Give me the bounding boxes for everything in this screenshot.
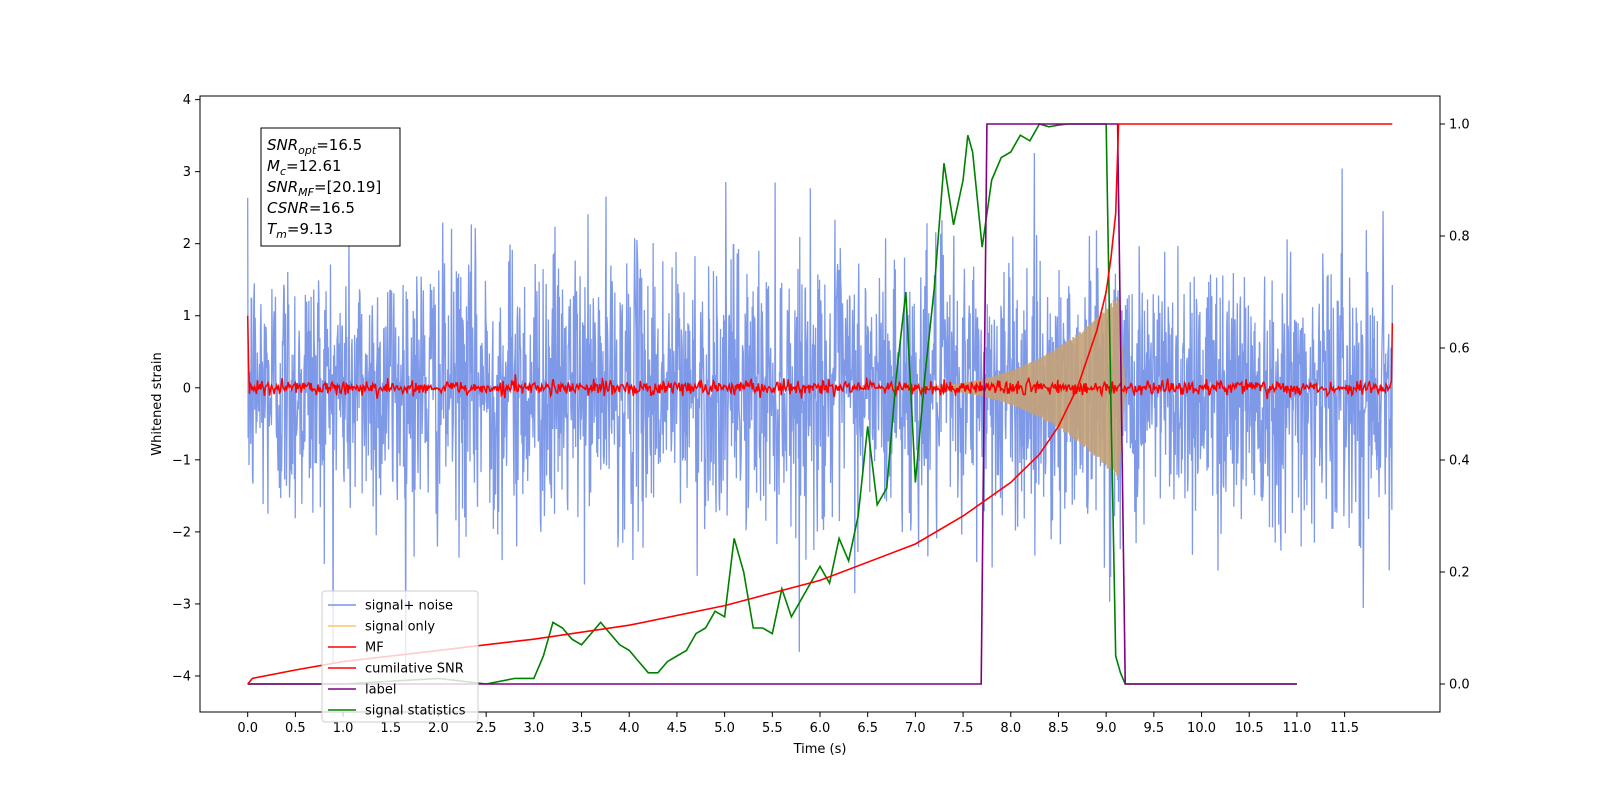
series-mf-line <box>246 315 1394 400</box>
annotation-line: SNRopt=16.5 <box>267 136 362 157</box>
annotation-line: Tm=9.13 <box>267 220 333 241</box>
annotation-frame <box>260 127 401 247</box>
y-tick-label: 4 <box>183 93 191 108</box>
legend-label: cumilative SNR <box>365 662 464 677</box>
x-tick-label: 11.5 <box>1330 721 1359 736</box>
legend-label: signal only <box>365 620 435 635</box>
y-axis-label: Whitened strain <box>150 352 165 455</box>
legend-label: label <box>365 683 396 698</box>
x-tick-label: 9.5 <box>1144 721 1165 736</box>
x-tick-label: 0.5 <box>285 721 306 736</box>
y-axis-left: 4 3 2 1 0 −1 −2 −3 −4 <box>172 93 200 684</box>
x-tick-label: 2.5 <box>476 721 497 736</box>
x-tick-label: 10.5 <box>1235 721 1264 736</box>
legend: signal+ noise signal only MF cumilative SNR… <box>321 590 479 723</box>
x-axis-label: Time (s) <box>793 742 847 757</box>
legend-label: signal statistics <box>365 704 466 719</box>
x-tick-label: 10.0 <box>1187 721 1216 736</box>
x-tick-label: 4.0 <box>619 721 640 736</box>
x-tick-label: 1.0 <box>333 721 354 736</box>
y-tick-label: −1 <box>172 453 191 468</box>
y-tick-label: 1 <box>183 309 191 324</box>
y-tick-label: 2 <box>183 237 191 252</box>
y-tick-label: 3 <box>183 165 191 180</box>
x-tick-label: 3.5 <box>571 721 592 736</box>
x-tick-label: 4.5 <box>667 721 688 736</box>
y-tick-label: −3 <box>172 597 191 612</box>
x-tick-label: 0.0 <box>237 721 258 736</box>
series-signal-statistics-line <box>247 123 1297 685</box>
x-tick-label: 7.5 <box>953 721 974 736</box>
annotation-line: Mc=12.61 <box>267 157 342 178</box>
annotation-line: CSNR=16.5 <box>267 199 355 217</box>
series-label-line <box>247 123 1297 685</box>
legend-label: MF <box>365 641 384 656</box>
x-tick-label: 7.0 <box>905 721 926 736</box>
y-axis-right: 1.0 0.8 0.6 0.4 0.2 0.0 <box>1440 118 1470 693</box>
annotation-box: SNRopt=16.5Mc=12.61SNRMF=[20.19]CSNR=16.… <box>260 127 401 247</box>
legend-label: signal+ noise <box>365 599 453 614</box>
x-tick-label: 11.0 <box>1282 721 1311 736</box>
y-tick-label: 0 <box>183 381 191 396</box>
x-tick-label: 8.0 <box>1000 721 1021 736</box>
x-tick-label: 5.0 <box>714 721 735 736</box>
x-axis: 0.0 0.5 1.0 1.5 2.0 2.5 3.0 3.5 4.0 4.5 5.0 5.5 6.0 6… <box>237 712 1359 736</box>
x-tick-label: 8.5 <box>1048 721 1069 736</box>
x-tick-label: 6.5 <box>857 721 878 736</box>
x-tick-label: 1.5 <box>380 721 401 736</box>
y-right-tick-label: 0.8 <box>1449 230 1470 245</box>
plot-area <box>246 123 1394 685</box>
x-tick-label: 6.0 <box>810 721 831 736</box>
x-tick-label: 5.5 <box>762 721 783 736</box>
y-tick-label: −4 <box>172 669 191 684</box>
y-right-tick-label: 0.6 <box>1449 342 1470 357</box>
x-tick-label: 2.0 <box>428 721 449 736</box>
y-right-tick-label: 0.2 <box>1449 566 1470 581</box>
x-tick-label: 9.0 <box>1096 721 1117 736</box>
x-tick-label: 3.0 <box>524 721 545 736</box>
series-signal-noise-line <box>247 153 1393 675</box>
y-right-tick-label: 0.0 <box>1449 678 1470 693</box>
annotation-line: SNRMF=[20.19] <box>267 178 381 199</box>
legend-frame <box>321 590 479 723</box>
y-right-tick-label: 0.4 <box>1449 454 1470 469</box>
y-tick-label: −2 <box>172 525 191 540</box>
y-right-tick-label: 1.0 <box>1449 118 1470 133</box>
